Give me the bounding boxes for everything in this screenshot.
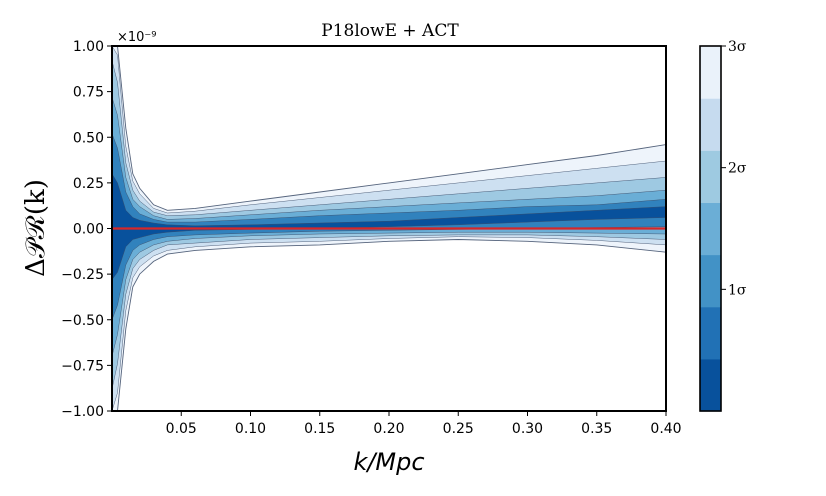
colorbar-segment: [700, 358, 721, 412]
x-tick-label: 0.30: [512, 421, 543, 437]
y-tick-label: −0.25: [61, 267, 104, 283]
y-tick-label: 1.00: [73, 39, 104, 55]
colorbar-segment: [700, 306, 721, 360]
x-tick-label: 0.05: [166, 421, 197, 437]
colorbar-tick-label: 1σ: [728, 282, 747, 298]
y-tick-label: 0.00: [73, 222, 104, 238]
colorbar-frame: [699, 45, 722, 412]
colorbar-tick-label: 3σ: [728, 39, 747, 55]
x-axis-label: k/Mpc: [353, 448, 424, 476]
x-tick-label: 0.15: [304, 421, 335, 437]
colorbar-segment: [700, 46, 721, 99]
contour-band-0-5-sigma: [112, 173, 666, 281]
x-tick-label: 0.40: [650, 421, 681, 437]
y-tick-label: 0.50: [73, 130, 104, 146]
chart-title: P18lowE + ACT: [321, 21, 459, 41]
y-axis-ticks: 1.00 0.75 0.50 0.25 0.00 −0.25 −0.50 −0.75 −1.00: [61, 39, 112, 420]
colorbar-segment: [700, 98, 721, 151]
y-multiplier-label: ×10⁻⁹: [117, 30, 157, 45]
y-tick-label: 0.25: [73, 176, 104, 192]
colorbar-tick-label: 2σ: [728, 161, 747, 177]
y-tick-label: −0.75: [61, 358, 104, 374]
y-tick-label: −0.50: [61, 313, 104, 329]
colorbar: 1σ 2σ 3σ: [699, 39, 747, 412]
x-tick-label: 0.35: [581, 421, 612, 437]
x-axis-ticks: 0.05 0.10 0.15 0.20 0.25 0.30 0.35 0.40: [166, 411, 682, 437]
x-tick-label: 0.10: [235, 421, 266, 437]
y-tick-label: 0.75: [73, 85, 104, 101]
x-tick-label: 0.20: [373, 421, 404, 437]
colorbar-segment: [700, 202, 721, 256]
colorbar-segment: [700, 254, 721, 308]
y-tick-label: −1.00: [61, 404, 104, 420]
x-tick-label: 0.25: [443, 421, 474, 437]
y-axis-label: Δ𝒫ℛ(k): [21, 179, 51, 277]
colorbar-segment: [700, 150, 721, 204]
